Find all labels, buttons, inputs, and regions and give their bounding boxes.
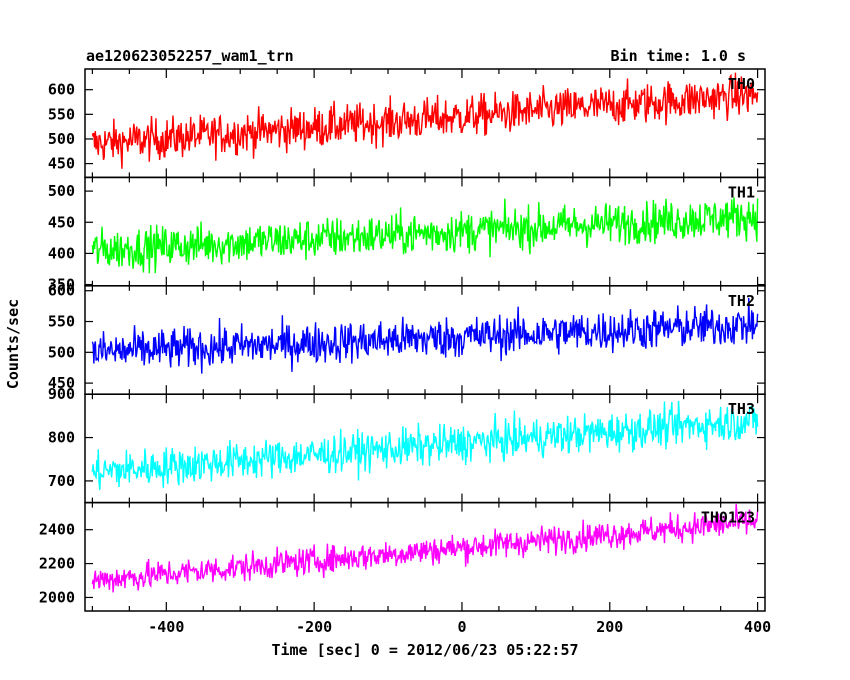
bin-time-label: Bin time: 1.0 s — [611, 47, 746, 65]
y-tick-label: 450 — [48, 374, 75, 392]
y-tick-label: 500 — [48, 343, 75, 361]
y-tick-label: 2400 — [39, 521, 75, 539]
panel-frame — [84, 393, 766, 504]
y-tick-label: 900 — [48, 385, 75, 403]
y-tick-label: 450 — [48, 213, 75, 231]
y-tick-label: 700 — [48, 472, 75, 490]
panel-th2: 450 500 550 600 TH2 — [48, 282, 766, 395]
y-tick-label: 600 — [48, 282, 75, 300]
panel-label: TH0 — [728, 75, 755, 93]
panels: 450 500 550 600 TH0 350 400 450 500 TH1 450 500 550 6… — [39, 68, 771, 636]
panel-label: TH3 — [728, 400, 755, 418]
x-tick-label: -200 — [296, 618, 332, 636]
x-tick-label: 0 — [457, 618, 466, 636]
chart-title: ae120623052257_wam1_trn — [86, 47, 294, 65]
y-tick-label: 500 — [48, 130, 75, 148]
x-axis-label: Time [sec] 0 = 2012/06/23 05:22:57 — [271, 641, 578, 659]
panel-label: TH0123 — [701, 509, 755, 527]
series-line-th3 — [91, 400, 759, 491]
x-tick-label: 400 — [744, 618, 771, 636]
y-tick-label: 400 — [48, 244, 75, 262]
y-tick-label: 2000 — [39, 588, 75, 606]
y-tick-label: 500 — [48, 182, 75, 200]
y-tick-label: 550 — [48, 105, 75, 123]
series-line-th1 — [91, 197, 759, 274]
panel-th3: 700 800 900 TH3 — [48, 385, 766, 504]
x-tick-label: 200 — [596, 618, 623, 636]
panel-label: TH1 — [728, 183, 755, 201]
series-line-th0123 — [91, 503, 759, 593]
y-tick-label: 350 — [48, 276, 75, 294]
panel-th0123: 2000 2200 2400 TH0123 — [39, 501, 766, 612]
panel-label: TH2 — [728, 292, 755, 310]
y-tick-label: 800 — [48, 429, 75, 447]
series-line-th0 — [91, 72, 759, 169]
series-line-th2 — [91, 297, 759, 374]
y-tick-label: 450 — [48, 155, 75, 173]
x-tick-label: -400 — [148, 618, 184, 636]
y-axis-label: Counts/sec — [4, 299, 22, 389]
panel-th0: 450 500 550 600 TH0 — [48, 68, 766, 179]
y-tick-label: 600 — [48, 81, 75, 99]
panel-th1: 350 400 450 500 TH1 — [48, 176, 766, 294]
y-tick-label: 2200 — [39, 555, 75, 573]
y-tick-label: 550 — [48, 313, 75, 331]
